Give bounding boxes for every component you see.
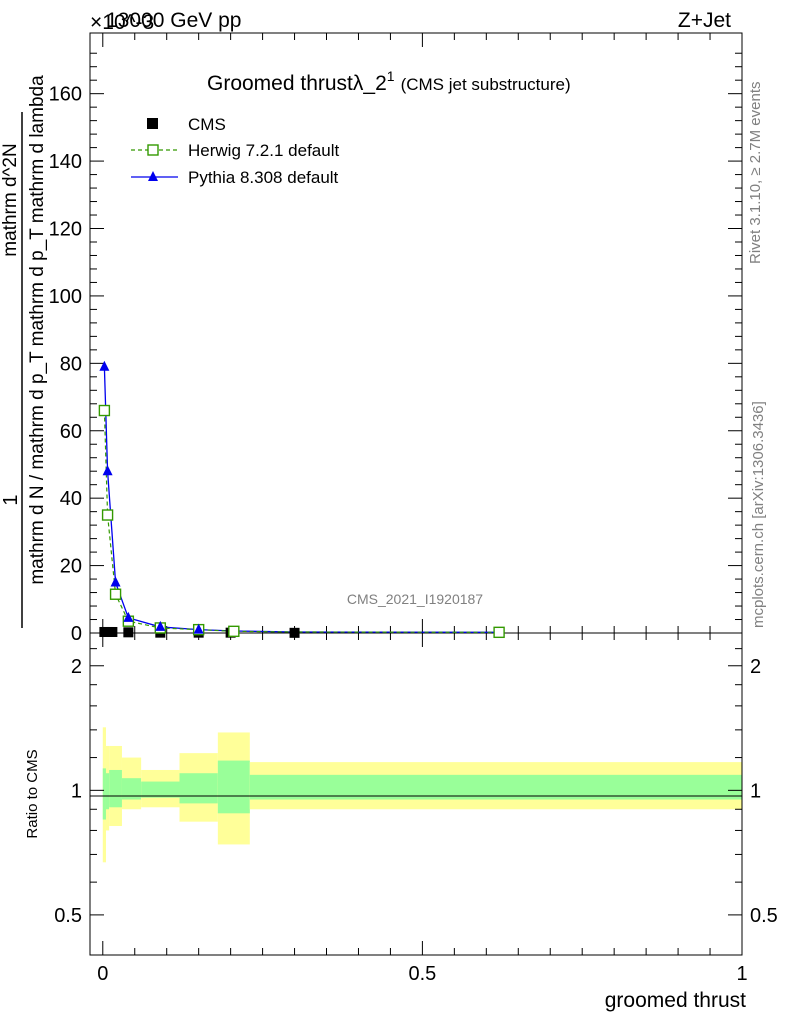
x-tick-label: 0	[97, 963, 108, 985]
ratio-tick-label-right: 2	[750, 656, 761, 678]
y-tick-label: 120	[49, 219, 82, 241]
y-axis-label-den: mathrm d N / mathrm d p_T mathrm d p_T m…	[27, 75, 48, 585]
data-series	[98, 360, 505, 639]
cms-point	[107, 626, 118, 637]
pythia-point	[155, 620, 166, 631]
y-tick-label: 40	[60, 488, 82, 510]
ratio-tick-label-left: 0.5	[54, 905, 82, 927]
mcplots-label: mcplots.cern.ch [arXiv:1306.3436]	[750, 401, 767, 628]
pythia-point	[110, 576, 121, 587]
legend-marker-pythia	[148, 171, 158, 181]
process-label: Z+Jet	[678, 9, 731, 32]
herwig-point	[101, 509, 114, 521]
multiplier-label: ×10^-3	[90, 11, 154, 34]
herwig-point	[493, 626, 505, 639]
ratio-band-inner	[141, 781, 180, 798]
ratio-tick-label-left: 1	[71, 780, 82, 802]
ratio-tick-label-left: 2	[71, 656, 82, 678]
legend-marker-cms	[147, 118, 158, 129]
herwig-point	[98, 404, 111, 417]
legend-marker-herwig	[147, 144, 159, 156]
ratio-band-inner	[121, 778, 142, 800]
ratio-band-inner	[102, 768, 106, 820]
y-tick-label: 60	[60, 421, 82, 443]
cms-point	[123, 627, 134, 638]
cms-point	[289, 627, 300, 638]
herwig-point	[228, 625, 240, 638]
x-tick-label: 0.5	[408, 963, 436, 985]
ratio-band-inner	[179, 773, 218, 804]
ratio-bands	[102, 727, 742, 863]
ratio-band-inner	[217, 760, 250, 814]
analysis-id: CMS_2021_I1920187	[347, 591, 483, 607]
pythia-point	[123, 611, 134, 622]
rivet-label: Rivet 3.1.10, ≥ 2.7M events	[747, 82, 764, 265]
ratio-band-inner	[105, 773, 110, 810]
ratio-tick-label-right: 1	[750, 780, 761, 802]
legend-label-herwig: Herwig 7.2.1 default	[188, 141, 339, 160]
pythia-point	[99, 360, 110, 371]
y-axis-label-num: mathrm d^2N	[0, 143, 21, 256]
pythia-point	[102, 465, 113, 476]
x-axis-label: groomed thrust	[605, 989, 746, 1012]
legend-label-cms: CMS	[188, 115, 226, 134]
y-tick-label: 160	[49, 84, 82, 106]
legend: CMS Herwig 7.2.1 default Pythia 8.308 de…	[131, 115, 339, 187]
y-tick-label: 140	[49, 151, 82, 173]
ratio-band-inner	[109, 769, 122, 808]
y-axis-label: 1 mathrm d N / mathrm d p_T mathrm d p_T…	[0, 75, 48, 628]
herwig-point	[109, 588, 122, 600]
energy-label: 13000 GeV pp	[106, 9, 241, 32]
y-tick-label: 20	[60, 556, 82, 578]
y-tick-label: 80	[60, 353, 82, 375]
x-tick-label: 1	[736, 963, 747, 985]
ratio-frame	[89, 632, 743, 956]
plot-title: Groomed thrustλ_21 (CMS jet substructure)	[207, 68, 571, 95]
ratio-axis-label: Ratio to CMS	[24, 749, 41, 838]
legend-label-pythia: Pythia 8.308 default	[188, 168, 339, 187]
svg-text:1: 1	[0, 494, 22, 505]
y-tick-label: 100	[49, 286, 82, 308]
pythia-point	[193, 623, 204, 634]
ratio-tick-label-right: 0.5	[750, 905, 778, 927]
ratio-band-inner	[249, 774, 742, 800]
y-tick-label: 0	[71, 623, 82, 645]
